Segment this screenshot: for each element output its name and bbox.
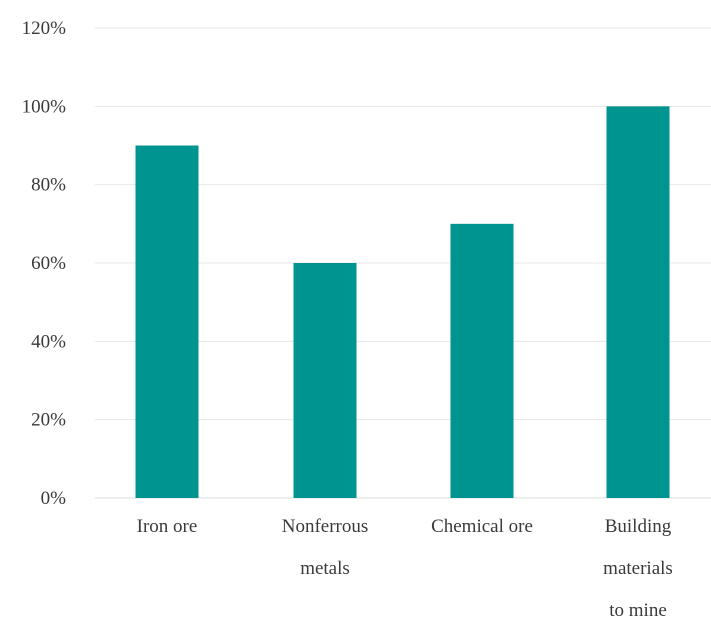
x-category-label-line: metals bbox=[300, 558, 350, 579]
x-axis-category-labels: Iron ore Nonferrous metals Chemical ore Buil… bbox=[137, 516, 673, 621]
y-tick-label: 120% bbox=[22, 18, 67, 39]
y-tick-label: 20% bbox=[31, 410, 66, 431]
x-category-label-line: Iron ore bbox=[137, 516, 198, 537]
y-axis-tick-labels: 0% 20% 40% 60% 80% 100% 120% bbox=[22, 18, 67, 509]
y-tick-label: 80% bbox=[31, 175, 66, 196]
bars bbox=[135, 106, 670, 499]
x-category-label-line: Building bbox=[605, 516, 672, 537]
y-tick-label: 40% bbox=[31, 331, 66, 352]
bar-chemical-ore bbox=[450, 223, 514, 499]
x-category-label-line: Nonferrous bbox=[282, 516, 369, 537]
bar-iron-ore bbox=[135, 145, 199, 498]
x-category-label: Iron ore bbox=[137, 516, 198, 537]
bar-nonferrous-metals bbox=[293, 263, 357, 498]
bar-building-materials-to-mine bbox=[606, 106, 670, 498]
x-category-label: Chemical ore bbox=[431, 516, 533, 537]
y-tick-label: 60% bbox=[31, 253, 66, 274]
x-category-label-line: to mine bbox=[609, 600, 667, 621]
x-category-label-line: Chemical ore bbox=[431, 516, 533, 537]
x-category-label: Nonferrous metals bbox=[282, 516, 369, 579]
y-tick-label: 100% bbox=[22, 96, 67, 117]
x-category-label: Building materials to mine bbox=[603, 516, 673, 621]
x-category-label-line: materials bbox=[603, 558, 673, 579]
y-tick-label: 0% bbox=[41, 488, 67, 509]
